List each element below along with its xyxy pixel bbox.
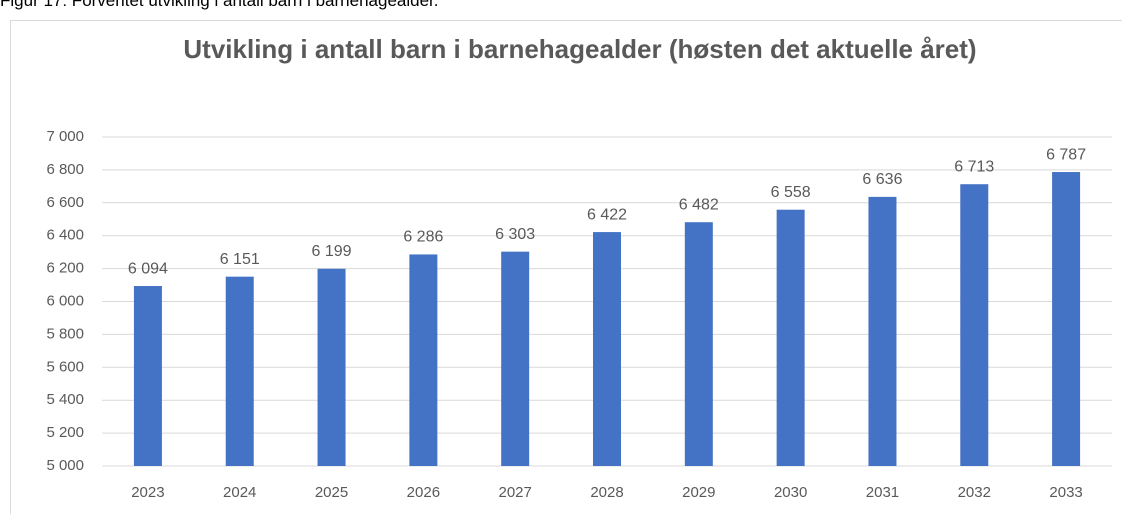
y-tick-label: 7 000 xyxy=(46,128,84,145)
data-label: 6 558 xyxy=(771,184,811,201)
y-tick-label: 5 800 xyxy=(46,325,84,342)
x-tick-label: 2029 xyxy=(682,484,715,501)
bar xyxy=(593,232,621,466)
x-tick-label: 2028 xyxy=(590,484,623,501)
bar xyxy=(868,196,897,467)
chart-frame xyxy=(10,20,1122,514)
data-label: 6 482 xyxy=(679,196,719,213)
chart-title: Utvikling i antall barn i barnehagealder… xyxy=(183,34,977,64)
x-tick-label: 2027 xyxy=(498,484,531,501)
bar xyxy=(1052,172,1081,466)
bar xyxy=(225,276,254,466)
y-tick-label: 6 200 xyxy=(46,260,84,277)
data-label: 6 151 xyxy=(220,251,260,268)
bar xyxy=(776,209,805,467)
bar xyxy=(684,222,713,466)
data-label: 6 199 xyxy=(312,243,352,260)
x-tick-label: 2024 xyxy=(223,484,256,501)
x-tick-label: 2025 xyxy=(315,484,348,501)
figure-caption: Figur 17: Forventet utvikling i antall b… xyxy=(0,0,439,10)
x-tick-label: 2023 xyxy=(131,484,164,501)
y-tick-label: 5 200 xyxy=(46,424,84,441)
y-tick-label: 5 600 xyxy=(46,358,84,375)
bar xyxy=(409,254,438,466)
data-label: 6 787 xyxy=(1046,146,1086,163)
data-label: 6 094 xyxy=(128,260,168,277)
x-tick-label: 2033 xyxy=(1049,484,1082,501)
x-tick-label: 2026 xyxy=(407,484,440,501)
y-tick-label: 6 800 xyxy=(46,161,84,178)
bar xyxy=(960,184,989,467)
data-label: 6 713 xyxy=(954,158,994,175)
x-tick-label: 2031 xyxy=(866,484,899,501)
y-tick-label: 6 600 xyxy=(46,194,84,211)
bar xyxy=(317,268,346,466)
y-tick-label: 6 000 xyxy=(46,292,84,309)
y-tick-label: 5 000 xyxy=(46,457,84,474)
data-label: 6 636 xyxy=(862,171,902,188)
x-tick-label: 2030 xyxy=(774,484,807,501)
y-tick-label: 5 400 xyxy=(46,391,84,408)
x-tick-label: 2032 xyxy=(958,484,991,501)
bar xyxy=(501,251,530,466)
y-tick-label: 6 400 xyxy=(46,227,84,244)
bar xyxy=(133,286,162,466)
data-label: 6 286 xyxy=(403,229,443,246)
data-label: 6 422 xyxy=(587,206,627,223)
data-label: 6 303 xyxy=(495,226,535,243)
